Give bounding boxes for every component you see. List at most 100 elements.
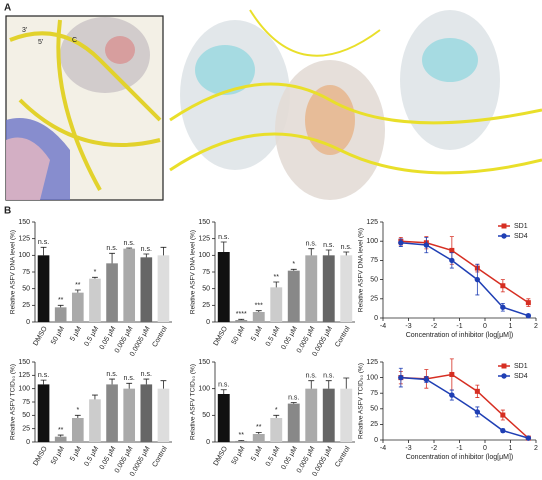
y-tick-label: 0: [206, 439, 210, 446]
x-tick-label: 0.5 μM: [83, 445, 100, 467]
bar: [140, 384, 153, 442]
point: [474, 276, 481, 283]
bar: [287, 403, 300, 442]
bar: [157, 255, 170, 322]
y-tick-label: 0: [374, 437, 378, 444]
bar: [217, 252, 230, 322]
y-axis-label: Relative ASFV DNA level (%): [10, 230, 17, 314]
x-tick-label: 0.05 μM: [99, 325, 118, 351]
x-tick-label: DMSO: [213, 445, 230, 467]
bar: [37, 384, 50, 442]
y-tick-label: 25: [22, 426, 30, 433]
error-bar: [308, 248, 315, 256]
bar: [89, 399, 101, 442]
bar: [89, 278, 101, 322]
significance-label: *: [275, 407, 278, 414]
y-tick-label: 150: [198, 359, 210, 366]
x-tick-label: -2: [431, 445, 437, 452]
panel-label: A: [4, 3, 11, 14]
y-tick-label: 125: [366, 219, 378, 226]
error-bar: [109, 252, 115, 264]
error-bar: [308, 380, 315, 389]
y-tick-label: 25: [202, 302, 210, 309]
x-tick-label: -3: [405, 323, 411, 330]
y-tick-label: 125: [18, 236, 30, 243]
y-axis-label: Relative ASFV TCID₅₀ (%): [10, 364, 17, 440]
significance-label: n.s.: [288, 394, 299, 401]
series-line: [400, 241, 529, 317]
error-bar: [290, 402, 297, 404]
x-tick-label: 0.5 μM: [265, 445, 282, 467]
x-tick-label: 50 μM: [50, 445, 66, 466]
error-bar: [126, 247, 133, 249]
significance-label: n.s.: [323, 242, 334, 249]
significance-label: n.s.: [141, 246, 152, 253]
significance-label: n.s.: [124, 240, 135, 247]
point: [525, 300, 531, 306]
error-bar: [126, 382, 133, 389]
x-tick-label: 5 μM: [250, 445, 264, 462]
bar: [123, 248, 136, 322]
error-bar: [40, 246, 47, 256]
x-tick-label: 0.05 μM: [99, 445, 118, 471]
panel-label: B: [4, 206, 11, 217]
error-bar: [160, 246, 167, 256]
x-axis-label: Concentration of inhibitor (log[μM]): [406, 332, 514, 339]
bar: [305, 388, 318, 442]
significance-label: **: [58, 297, 64, 304]
y-tick-label: 125: [198, 236, 210, 243]
x-tick-label: 0: [483, 323, 487, 330]
y-axis-label: Relative ASFV DNA level (%): [358, 228, 365, 312]
x-tick-label: 50 μM: [231, 325, 247, 346]
bar: [252, 434, 265, 442]
x-tick-label: 0: [483, 445, 487, 452]
y-tick-label: 50: [22, 286, 30, 293]
error-bar: [273, 281, 280, 288]
legend-label: SD1: [514, 223, 528, 230]
significance-label: ***: [255, 303, 263, 310]
x-tick-label: 5 μM: [250, 325, 264, 342]
bar: [54, 436, 67, 442]
bar: [287, 270, 300, 322]
significance-label: **: [274, 274, 280, 281]
y-tick-label: 150: [18, 219, 30, 226]
error-bar: [220, 241, 227, 252]
x-tick-label: 50 μM: [50, 325, 66, 346]
legend-label: SD4: [514, 233, 528, 240]
x-tick-label: -1: [456, 445, 462, 452]
x-tick-label: -4: [380, 323, 386, 330]
y-tick-label: 50: [202, 412, 210, 419]
y-tick-label: 150: [18, 359, 30, 366]
bar: [123, 388, 136, 442]
x-tick-label: DMSO: [32, 445, 49, 467]
series-line: [400, 240, 529, 304]
y-tick-label: 100: [366, 238, 378, 245]
y-tick-label: 100: [198, 252, 210, 259]
point: [398, 240, 404, 246]
error-bar: [255, 432, 262, 434]
significance-label: n.s.: [218, 234, 229, 241]
inset-label: C: [72, 37, 77, 44]
significance-label: n.s.: [218, 382, 229, 389]
point: [500, 427, 506, 434]
series-line: [400, 373, 529, 439]
bar: [340, 388, 353, 442]
bar: [340, 255, 353, 322]
y-tick-label: 125: [18, 372, 30, 379]
x-axis-label: Concentration of inhibitor (log[μM]): [406, 454, 514, 461]
legend-marker: [501, 233, 507, 239]
bar: [106, 263, 118, 322]
bar: [252, 312, 265, 322]
y-tick-label: 0: [374, 315, 378, 322]
x-tick-label: 1: [509, 445, 513, 452]
y-tick-label: 100: [366, 374, 378, 381]
bar: [235, 320, 248, 322]
significance-label: n.s.: [306, 241, 317, 248]
y-tick-label: 0: [206, 319, 210, 326]
legend-label: SD4: [514, 373, 528, 380]
significance-label: n.s.: [306, 373, 317, 380]
y-tick-label: 125: [366, 359, 378, 366]
x-tick-label: 5 μM: [69, 445, 83, 462]
x-tick-label: DMSO: [32, 325, 49, 347]
